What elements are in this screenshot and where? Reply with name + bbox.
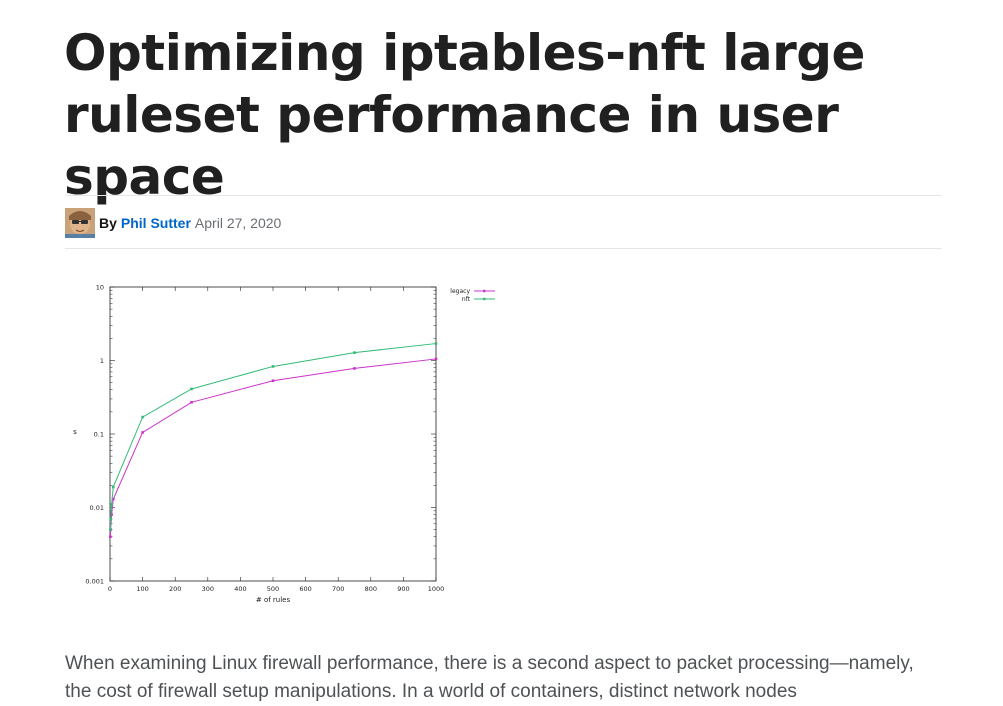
data-point-legacy xyxy=(190,400,193,404)
divider-bottom xyxy=(65,248,942,249)
legend-label-nft: nft xyxy=(462,296,471,303)
byline-by-label: By xyxy=(99,215,117,231)
author-link[interactable]: Phil Sutter xyxy=(120,215,191,231)
data-point-legacy xyxy=(110,513,113,516)
x-axis-label: # of rules xyxy=(256,596,291,604)
data-point-nft xyxy=(353,351,356,354)
performance-chart: 0 100 200 300 400 500 600 700 800 900 1000 0.001 0.0… xyxy=(73,284,495,604)
author-avatar[interactable] xyxy=(65,208,95,238)
x-tick-label: 800 xyxy=(365,585,377,593)
data-point-legacy xyxy=(353,367,356,370)
x-tick-label: 500 xyxy=(267,585,279,593)
series-line-legacy xyxy=(109,358,437,537)
article-title: Optimizing iptables-nft large ruleset pe… xyxy=(64,24,865,206)
legend-marker-nft xyxy=(483,297,486,301)
legend-label-legacy: legacy xyxy=(450,288,470,295)
data-point-legacy xyxy=(271,379,275,383)
y-tick-label: 0.001 xyxy=(85,578,104,586)
series-line-nft xyxy=(109,343,437,530)
y-tick-label: 0.01 xyxy=(90,504,104,512)
article-body-paragraph: When examining Linux firewall performanc… xyxy=(65,653,914,702)
y-axis-label: s xyxy=(73,428,77,436)
x-tick-label: 600 xyxy=(299,585,311,593)
x-tick-label: 700 xyxy=(332,585,344,593)
data-point-legacy xyxy=(111,497,115,501)
x-tick-label: 900 xyxy=(397,585,409,593)
publish-date: April 27, 2020 xyxy=(194,215,282,231)
divider-top xyxy=(65,195,942,196)
x-tick-label: 400 xyxy=(234,585,246,593)
byline: By Phil Sutter April 27, 2020 xyxy=(65,208,281,238)
data-point-nft xyxy=(434,342,438,345)
y-tick-label: 0.1 xyxy=(94,431,104,439)
data-point-legacy xyxy=(141,431,144,434)
x-tick-label: 0 xyxy=(108,585,112,593)
data-point-nft xyxy=(111,485,115,489)
y-tick-label: 1 xyxy=(100,357,104,365)
data-point-nft xyxy=(110,503,113,506)
data-point-legacy xyxy=(434,357,438,361)
data-point-nft xyxy=(141,415,144,419)
data-point-nft xyxy=(190,387,193,391)
data-point-nft xyxy=(109,528,112,531)
data-point-nft xyxy=(271,365,275,368)
x-tick-label: 300 xyxy=(202,585,214,593)
plot-frame xyxy=(109,286,437,582)
data-point-legacy xyxy=(109,535,112,539)
x-tick-label: 100 xyxy=(136,585,148,593)
x-tick-label: 200 xyxy=(169,585,181,593)
x-tick-label: 1000 xyxy=(428,585,445,593)
legend-marker-legacy xyxy=(483,289,486,293)
y-tick-label: 10 xyxy=(96,284,104,292)
data-point-nft xyxy=(109,517,112,521)
